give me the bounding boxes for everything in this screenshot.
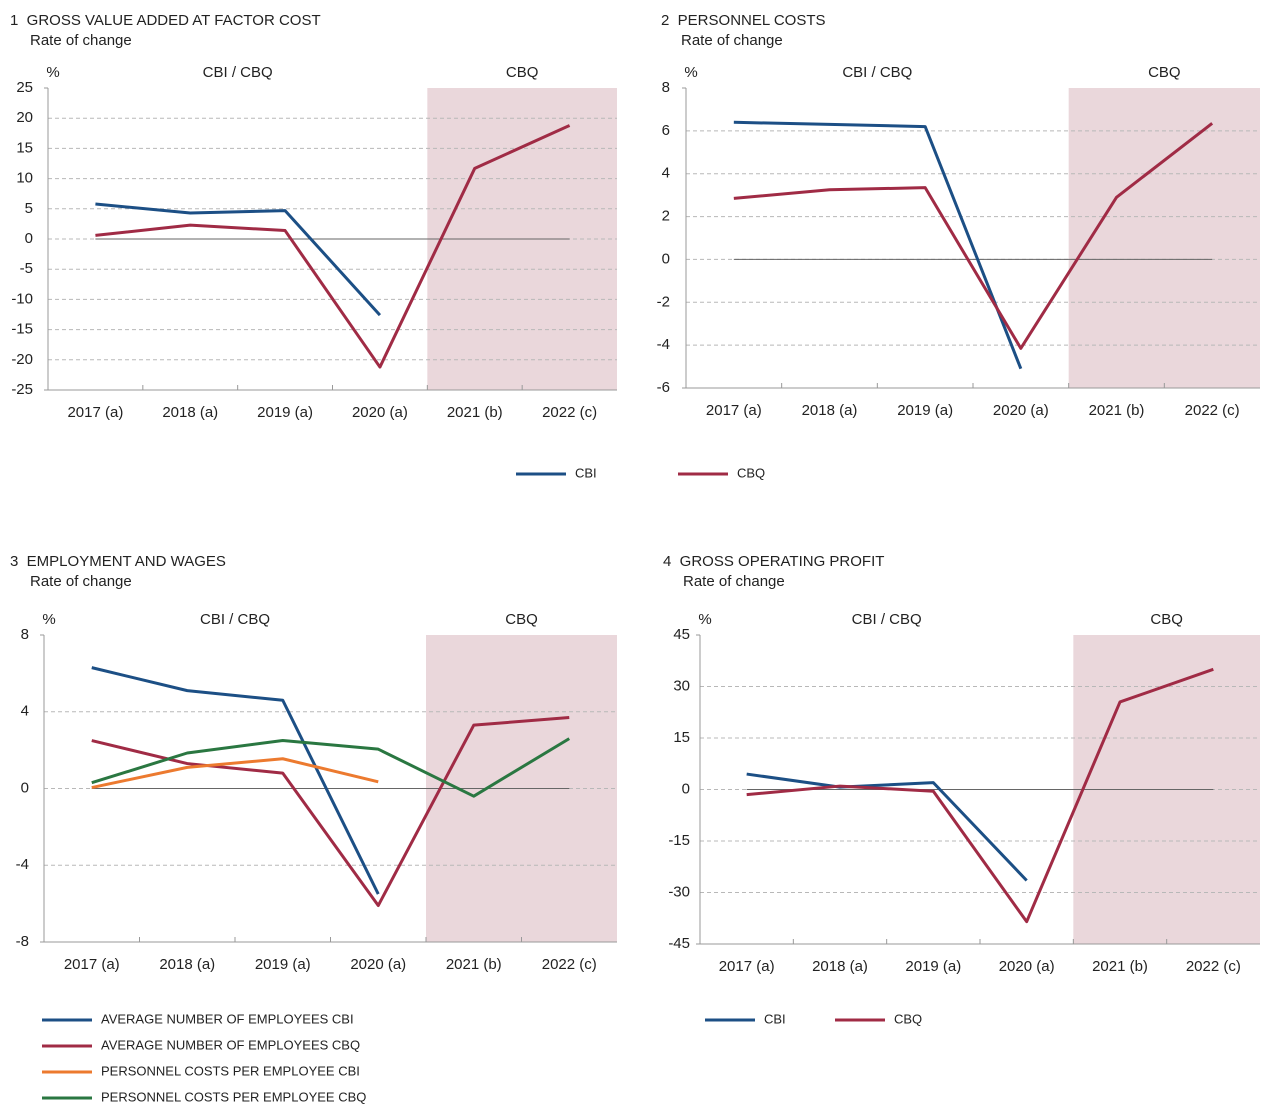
region-label: CBQ	[506, 64, 539, 81]
y-tick-label: 6	[662, 122, 670, 139]
y-tick-label: 0	[21, 779, 29, 796]
y-tick-label: -8	[16, 933, 29, 950]
region-label: CBQ	[1150, 611, 1183, 628]
y-tick-label: -6	[657, 379, 670, 396]
y-tick-label: -25	[11, 381, 33, 398]
series-line	[733, 122, 1214, 350]
legend-label: CBQ	[737, 465, 765, 480]
series-line	[746, 667, 1214, 924]
y-tick-label: 20	[16, 109, 33, 126]
x-tick-label: 2021 (b)	[1092, 958, 1148, 975]
y-tick-label: 30	[673, 677, 690, 694]
legend-label: PERSONNEL COSTS PER EMPLOYEE CBQ	[101, 1089, 366, 1104]
series-line	[91, 757, 379, 790]
region-label: CBQ	[505, 611, 538, 628]
series-line	[91, 737, 571, 798]
series-line	[746, 772, 1028, 882]
y-tick-label: 4	[662, 165, 670, 182]
y-tick-label: -4	[16, 856, 29, 873]
series-line	[91, 716, 570, 908]
y-tick-label: 8	[662, 79, 670, 96]
x-tick-label: 2020 (a)	[352, 404, 408, 421]
x-tick-label: 2019 (a)	[257, 404, 313, 421]
y-tick-label: -10	[11, 290, 33, 307]
series-line	[91, 666, 380, 895]
x-tick-label: 2018 (a)	[812, 958, 868, 975]
y-tick-label: 0	[25, 230, 33, 247]
region-label: CBQ	[1148, 64, 1181, 81]
legend-label: CBQ	[894, 1011, 922, 1026]
title: 4 GROSS OPERATING PROFIT	[663, 553, 884, 570]
y-tick-label: 25	[16, 79, 33, 96]
x-tick-label: 2022 (c)	[542, 404, 597, 421]
y-tick-label: 5	[25, 200, 33, 217]
y-tick-label: 0	[682, 780, 690, 797]
legend-label: AVERAGE NUMBER OF EMPLOYEES CBI	[101, 1011, 354, 1026]
x-tick-label: 2022 (c)	[542, 956, 597, 973]
x-tick-label: 2019 (a)	[905, 958, 961, 975]
x-tick-label: 2017 (a)	[706, 402, 762, 419]
y-tick-label: 15	[673, 729, 690, 746]
subtitle: Rate of change	[681, 32, 783, 49]
x-tick-label: 2018 (a)	[162, 404, 218, 421]
subtitle: Rate of change	[30, 573, 132, 590]
title: 2 PERSONNEL COSTS	[661, 12, 826, 29]
legend-label: CBI	[764, 1011, 786, 1026]
y-tick-label: 8	[21, 626, 29, 643]
region-label: CBI / CBQ	[203, 64, 273, 81]
x-tick-label: 2021 (b)	[446, 956, 502, 973]
y-tick-label: -2	[657, 293, 670, 310]
y-tick-label: 45	[673, 626, 690, 643]
subtitle: Rate of change	[30, 32, 132, 49]
x-tick-label: 2020 (a)	[999, 958, 1055, 975]
region-label: CBI / CBQ	[852, 611, 922, 628]
y-tick-label: -20	[11, 351, 33, 368]
region-label: CBI / CBQ	[200, 611, 270, 628]
subtitle: Rate of change	[683, 573, 785, 590]
y-tick-label: -15	[668, 832, 690, 849]
unit-label: %	[42, 611, 55, 628]
y-tick-label: 2	[662, 208, 670, 225]
title: 1 GROSS VALUE ADDED AT FACTOR COST	[10, 12, 321, 29]
x-tick-label: 2021 (b)	[1089, 402, 1145, 419]
x-tick-label: 2022 (c)	[1186, 958, 1241, 975]
y-tick-label: -15	[11, 321, 33, 338]
y-tick-label: 4	[21, 703, 29, 720]
y-tick-label: -5	[20, 260, 33, 277]
legend-label: CBI	[575, 465, 597, 480]
y-tick-label: 15	[16, 139, 33, 156]
y-tick-label: -30	[668, 883, 690, 900]
region-label: CBI / CBQ	[842, 64, 912, 81]
unit-label: %	[698, 611, 711, 628]
x-tick-label: 2017 (a)	[719, 958, 775, 975]
x-tick-label: 2021 (b)	[447, 404, 503, 421]
x-tick-label: 2019 (a)	[255, 956, 311, 973]
series-line	[95, 202, 382, 317]
x-tick-label: 2020 (a)	[350, 956, 406, 973]
unit-label: %	[684, 64, 697, 81]
x-tick-label: 2022 (c)	[1185, 402, 1240, 419]
x-tick-label: 2017 (a)	[67, 404, 123, 421]
x-tick-label: 2020 (a)	[993, 402, 1049, 419]
shaded-region	[1068, 88, 1260, 388]
x-tick-label: 2019 (a)	[897, 402, 953, 419]
legend-label: PERSONNEL COSTS PER EMPLOYEE CBI	[101, 1063, 360, 1078]
x-tick-label: 2018 (a)	[159, 956, 215, 973]
title: 3 EMPLOYMENT AND WAGES	[10, 553, 226, 570]
legend-label: AVERAGE NUMBER OF EMPLOYEES CBQ	[101, 1037, 360, 1052]
x-tick-label: 2017 (a)	[64, 956, 120, 973]
series-line	[733, 120, 1023, 370]
series-line	[95, 124, 571, 369]
y-tick-label: -4	[657, 336, 670, 353]
x-tick-label: 2018 (a)	[802, 402, 858, 419]
y-tick-label: -45	[668, 935, 690, 952]
unit-label: %	[46, 64, 59, 81]
y-tick-label: 0	[662, 250, 670, 267]
y-tick-label: 10	[16, 170, 33, 187]
